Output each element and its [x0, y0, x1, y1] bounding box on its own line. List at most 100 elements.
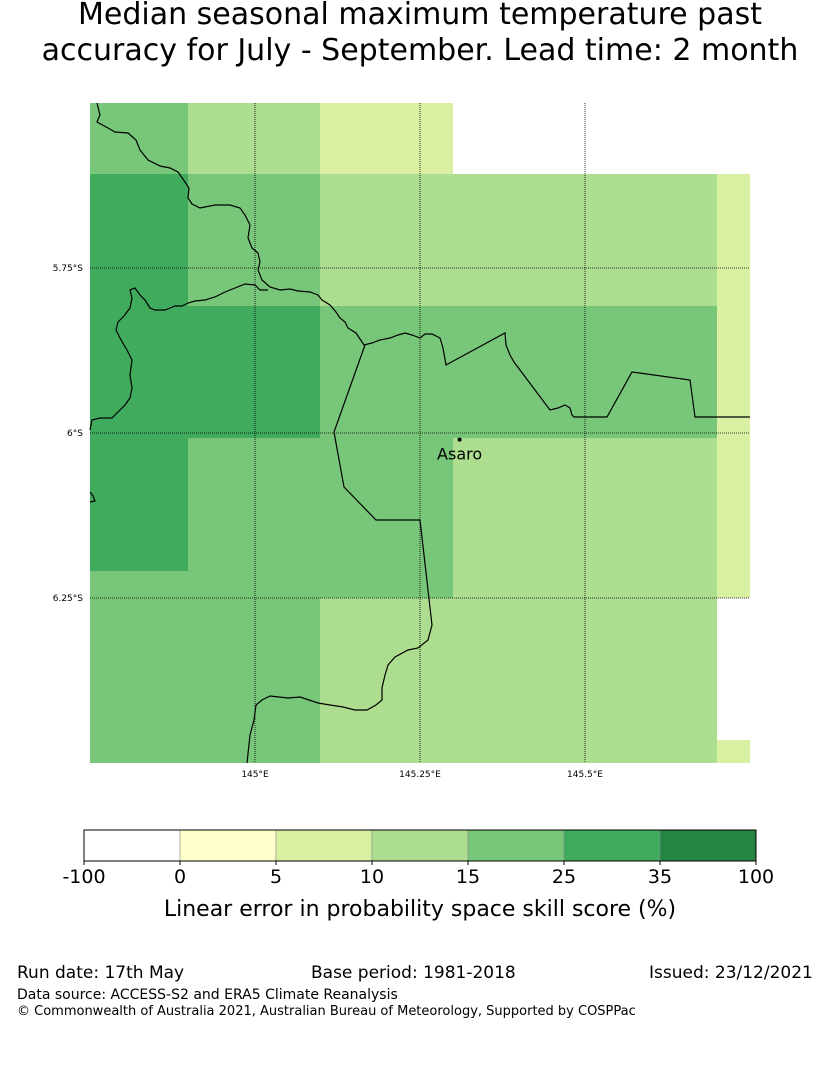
- skill-cell: [453, 571, 585, 598]
- skill-cell: [188, 598, 254, 704]
- skill-grid: [90, 103, 750, 763]
- colorbar-tick-label: 100: [738, 866, 774, 888]
- skill-cell: [453, 268, 585, 306]
- skill-cell: [320, 268, 420, 306]
- skill-cell: [188, 174, 254, 268]
- skill-cell: [90, 174, 188, 268]
- skill-cell: [90, 704, 188, 740]
- skill-cell: [254, 306, 320, 438]
- colorbar-tick-label: 5: [270, 866, 282, 888]
- skill-cell: [453, 598, 585, 704]
- skill-cell: [188, 704, 254, 740]
- skill-cell: [420, 704, 453, 740]
- skill-cell: [254, 704, 320, 740]
- skill-cell: [320, 438, 420, 571]
- skill-cell: [717, 740, 750, 763]
- skill-cell: [320, 598, 420, 704]
- colorbar-frame: [83, 829, 757, 862]
- skill-cell: [254, 174, 320, 268]
- skill-cell: [585, 704, 717, 740]
- skill-cell: [585, 306, 717, 438]
- colorbar-tick-label: 0: [174, 866, 186, 888]
- location-label: Asaro: [437, 445, 482, 464]
- colorbar-segment: [371, 829, 469, 862]
- coastline-west-border: [89, 283, 268, 431]
- location-dot: [457, 437, 462, 442]
- colorbar-segment: [659, 829, 757, 862]
- map-title-line-1: Median seasonal maximum temperature past: [78, 0, 762, 32]
- longitude-tick-label: 145.25°E: [399, 770, 441, 780]
- colorbar-tick-label: 10: [360, 866, 384, 888]
- skill-cell: [420, 571, 453, 598]
- skill-cell: [717, 174, 750, 268]
- skill-cell: [188, 438, 254, 571]
- colorbar-segment: [563, 829, 661, 862]
- colorbar-tick-label: 35: [648, 866, 672, 888]
- border-fragment-west: [89, 491, 96, 503]
- issued-date: Issued: 23/12/2021: [649, 963, 813, 983]
- colorbar-segment: [83, 829, 181, 862]
- province-border: [246, 344, 433, 764]
- skill-cell: [453, 174, 585, 268]
- skill-cell: [420, 438, 453, 571]
- skill-cell: [420, 598, 453, 704]
- skill-cell: [420, 740, 453, 763]
- map-title-line-2: accuracy for July - September. Lead time…: [41, 33, 799, 68]
- skill-cell: [90, 103, 188, 174]
- skill-cell: [90, 268, 188, 306]
- skill-cell: [254, 740, 320, 763]
- run-date: Run date: 17th May: [17, 963, 185, 983]
- skill-cell: [254, 438, 320, 571]
- base-period: Base period: 1981-2018: [311, 963, 516, 983]
- colorbar-tick-label: -100: [62, 866, 105, 888]
- skill-cell: [453, 740, 585, 763]
- skill-cell: [717, 306, 750, 438]
- skill-cell: [320, 740, 420, 763]
- skill-cell: [90, 438, 188, 571]
- skill-cell: [90, 740, 188, 763]
- axis-labels: 5.75°S 6°S 6.25°S 145°E 145.25°E 145.5°E: [53, 264, 604, 780]
- skill-cell: [320, 571, 420, 598]
- skill-cell: [254, 571, 320, 598]
- skill-cell: [420, 268, 453, 306]
- skill-cell: [188, 740, 254, 763]
- skill-cell: [320, 704, 420, 740]
- skill-cell: [420, 306, 453, 438]
- skill-cell: [585, 740, 717, 763]
- skill-cell: [717, 268, 750, 306]
- skill-cell: [717, 571, 750, 598]
- skill-cell: [254, 598, 320, 704]
- colorbar-segment: [179, 829, 277, 862]
- colorbar: -100 0 5 10 15 25 35 100: [62, 829, 774, 888]
- copyright: © Commonwealth of Australia 2021, Austra…: [17, 1004, 636, 1019]
- skill-cell: [420, 103, 453, 174]
- skill-cell: [188, 103, 254, 174]
- colorbar-label: Linear error in probability space skill …: [164, 897, 676, 922]
- skill-cell: [585, 438, 717, 571]
- coastline-border: [96, 102, 750, 418]
- skill-cell: [585, 268, 717, 306]
- skill-cell: [453, 438, 585, 571]
- colorbar-tick-label: 25: [552, 866, 576, 888]
- skill-cell: [254, 103, 320, 174]
- colorbar-tick-label: 15: [456, 866, 480, 888]
- latitude-tick-label: 5.75°S: [53, 264, 84, 274]
- latitude-tick-label: 6°S: [67, 429, 83, 439]
- place-marker-asaro: Asaro: [437, 437, 482, 464]
- skill-cell: [188, 571, 254, 598]
- skill-cell: [420, 174, 453, 268]
- skill-cell: [254, 268, 320, 306]
- longitude-tick-label: 145°E: [241, 770, 269, 780]
- skill-cell: [717, 438, 750, 571]
- graticule: [90, 103, 750, 763]
- skill-cell: [90, 598, 188, 704]
- skill-cell: [453, 306, 585, 438]
- skill-cell: [585, 598, 717, 704]
- longitude-tick-label: 145.5°E: [567, 770, 603, 780]
- skill-cell: [90, 571, 188, 598]
- skill-cell: [320, 306, 420, 438]
- skill-cell: [188, 268, 254, 306]
- skill-cell: [585, 571, 717, 598]
- data-source: Data source: ACCESS-S2 and ERA5 Climate …: [17, 987, 398, 1003]
